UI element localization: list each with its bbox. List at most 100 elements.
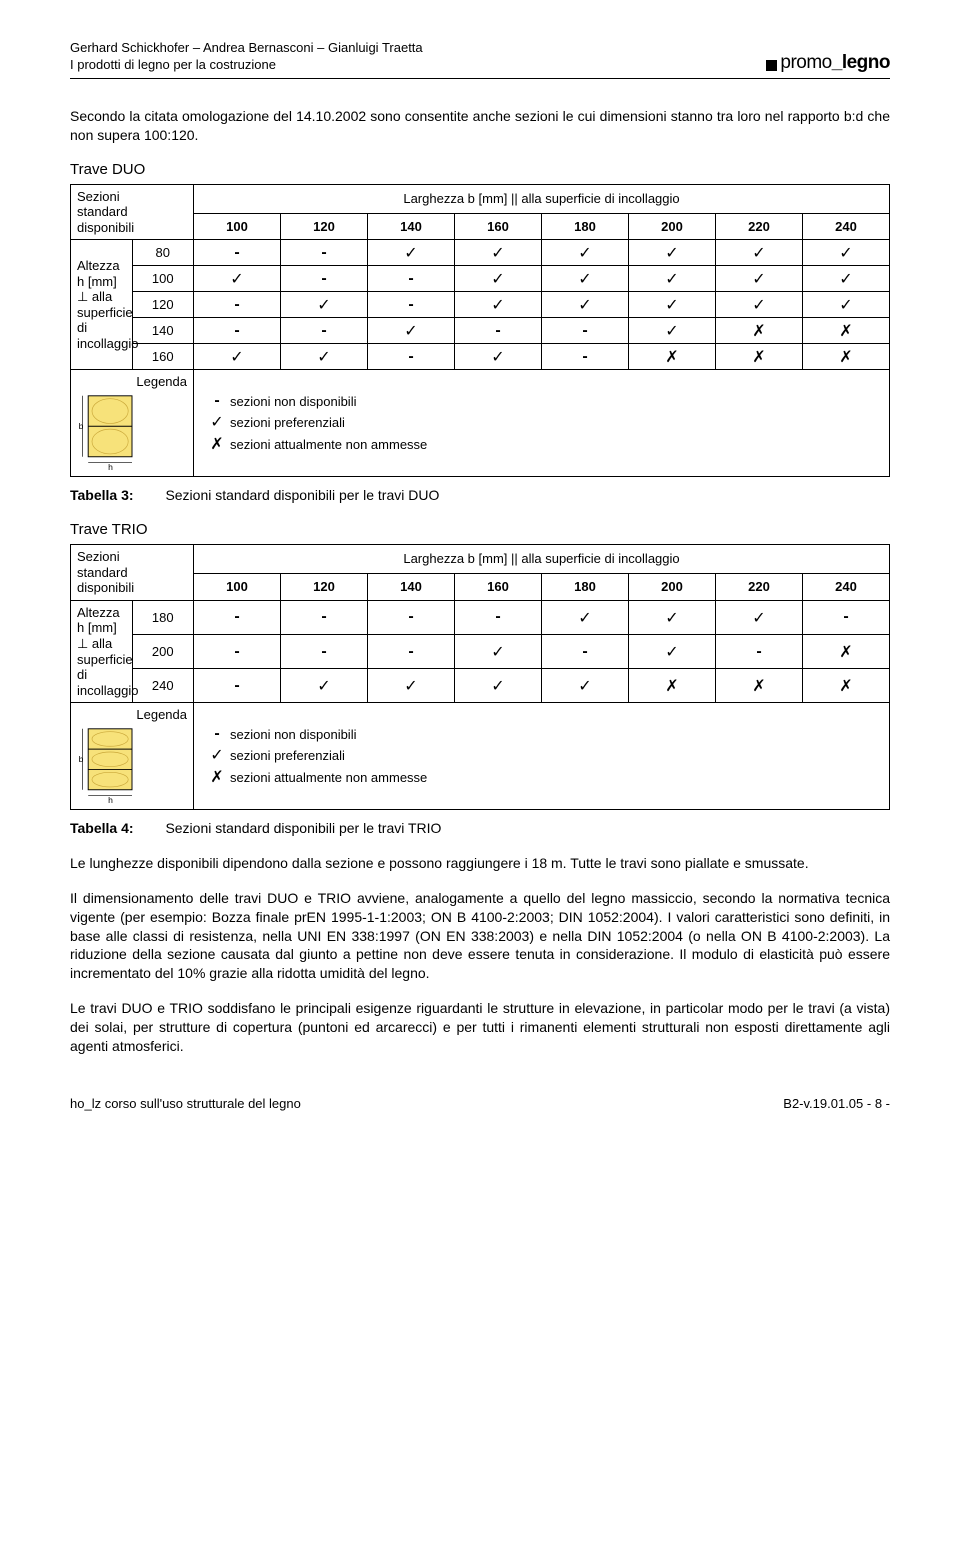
matrix-cell: - [542, 318, 629, 344]
width-header: Larghezza b [mm] || alla superficie di i… [194, 184, 890, 213]
col-header: 140 [368, 574, 455, 601]
subtitle-line: I prodotti di legno per la costruzione [70, 57, 423, 74]
matrix-cell: ✓ [455, 669, 542, 703]
matrix-cell: - [368, 292, 455, 318]
col-header: 180 [542, 213, 629, 240]
table-row: 240-✓✓✓✓✗✗✗ [71, 669, 890, 703]
matrix-cell: - [281, 318, 368, 344]
body-p1: Le lunghezze disponibili dipendono dalla… [70, 854, 890, 873]
table4-label: Tabella 4: [70, 820, 134, 836]
table-row: 140--✓--✓✗✗ [71, 318, 890, 344]
table-row: Altezza h [mm]⊥ alla superficiedi incoll… [71, 240, 890, 266]
col-header: 220 [716, 574, 803, 601]
row-key: 180 [132, 600, 194, 634]
brand-logo: promo _legno [766, 52, 890, 74]
row-key: 140 [132, 318, 194, 344]
legend-item: -sezioni non disponibili [204, 725, 879, 743]
matrix-cell: - [368, 634, 455, 668]
matrix-cell: ✓ [629, 292, 716, 318]
matrix-cell: ✓ [629, 318, 716, 344]
matrix-cell: ✓ [368, 318, 455, 344]
matrix-cell: - [716, 634, 803, 668]
trio-table-wrapper: Sezionistandard disponibiliLarghezza b [… [70, 544, 890, 810]
matrix-cell: - [194, 600, 281, 634]
col-header: 200 [629, 574, 716, 601]
matrix-cell: ✓ [716, 292, 803, 318]
row-key: 80 [132, 240, 194, 266]
col-header: 180 [542, 574, 629, 601]
brand-word2: _legno [832, 52, 890, 74]
svg-text:b: b [79, 421, 84, 431]
svg-text:b: b [79, 754, 84, 764]
col-header: 160 [455, 213, 542, 240]
matrix-cell: ✗ [803, 344, 890, 370]
matrix-cell: ✗ [716, 344, 803, 370]
table-row: 120-✓-✓✓✓✓✓ [71, 292, 890, 318]
legend-item: ✗sezioni attualmente non ammesse [204, 767, 879, 787]
matrix-cell: ✗ [629, 669, 716, 703]
row-group-header: Altezza h [mm]⊥ alla superficiedi incoll… [71, 600, 133, 703]
legend-text-cell: -sezioni non disponibili✓sezioni prefere… [194, 703, 890, 810]
legend-cell: Legendabh [71, 703, 194, 810]
table-row: 200---✓-✓-✗ [71, 634, 890, 668]
matrix-cell: ✓ [542, 266, 629, 292]
matrix-cell: - [281, 266, 368, 292]
section-matrix: Sezionistandard disponibiliLarghezza b [… [70, 544, 890, 810]
footer-right: B2-v.19.01.05 - 8 - [783, 1096, 890, 1111]
matrix-cell: - [368, 600, 455, 634]
row-key: 100 [132, 266, 194, 292]
matrix-cell: ✓ [803, 292, 890, 318]
table3-text: Sezioni standard disponibili per le trav… [165, 487, 439, 503]
legend-row: Legendabh-sezioni non disponibili✓sezion… [71, 370, 890, 477]
legend-cell: Legendabh [71, 370, 194, 477]
matrix-cell: ✗ [716, 318, 803, 344]
row-key: 240 [132, 669, 194, 703]
matrix-cell: ✓ [368, 669, 455, 703]
matrix-cell: ✗ [716, 669, 803, 703]
matrix-cell: ✓ [281, 292, 368, 318]
matrix-cell: - [368, 344, 455, 370]
matrix-cell: ✓ [716, 240, 803, 266]
matrix-cell: - [281, 600, 368, 634]
row-key: 120 [132, 292, 194, 318]
matrix-cell: ✓ [542, 292, 629, 318]
col-header: 100 [194, 213, 281, 240]
matrix-cell: ✓ [455, 266, 542, 292]
matrix-cell: ✗ [629, 344, 716, 370]
matrix-cell: ✓ [455, 292, 542, 318]
col-header: 240 [803, 574, 890, 601]
table4-caption: Tabella 4: Sezioni standard disponibili … [70, 820, 890, 836]
matrix-cell: ✗ [803, 318, 890, 344]
matrix-cell: ✓ [194, 344, 281, 370]
matrix-cell: ✓ [455, 344, 542, 370]
page-footer: ho_lz corso sull'uso strutturale del leg… [70, 1096, 890, 1111]
matrix-cell: ✓ [716, 600, 803, 634]
authors-line: Gerhard Schickhofer – Andrea Bernasconi … [70, 40, 423, 57]
matrix-cell: - [194, 292, 281, 318]
intro-paragraph: Secondo la citata omologazione del 14.10… [70, 107, 890, 145]
matrix-cell: - [194, 318, 281, 344]
matrix-cell: - [455, 318, 542, 344]
matrix-cell: - [542, 344, 629, 370]
matrix-cell: ✓ [629, 240, 716, 266]
matrix-cell: ✓ [716, 266, 803, 292]
matrix-cell: - [803, 600, 890, 634]
footer-left: ho_lz corso sull'uso strutturale del leg… [70, 1096, 301, 1111]
matrix-cell: - [194, 669, 281, 703]
legend-item: ✗sezioni attualmente non ammesse [204, 434, 879, 454]
matrix-cell: - [194, 240, 281, 266]
matrix-cell: - [281, 240, 368, 266]
corner-header: Sezionistandard disponibili [71, 184, 194, 240]
table3-caption: Tabella 3: Sezioni standard disponibili … [70, 487, 890, 503]
matrix-cell: ✓ [281, 344, 368, 370]
matrix-cell: - [455, 600, 542, 634]
table4-text: Sezioni standard disponibili per le trav… [165, 820, 441, 836]
corner-header: Sezionistandard disponibili [71, 544, 194, 600]
header-authors: Gerhard Schickhofer – Andrea Bernasconi … [70, 40, 423, 74]
row-key: 160 [132, 344, 194, 370]
header-rule [70, 78, 890, 79]
body-p3: Le travi DUO e TRIO soddisfano le princi… [70, 999, 890, 1056]
matrix-cell: ✓ [803, 266, 890, 292]
legend-item: -sezioni non disponibili [204, 392, 879, 410]
col-header: 200 [629, 213, 716, 240]
